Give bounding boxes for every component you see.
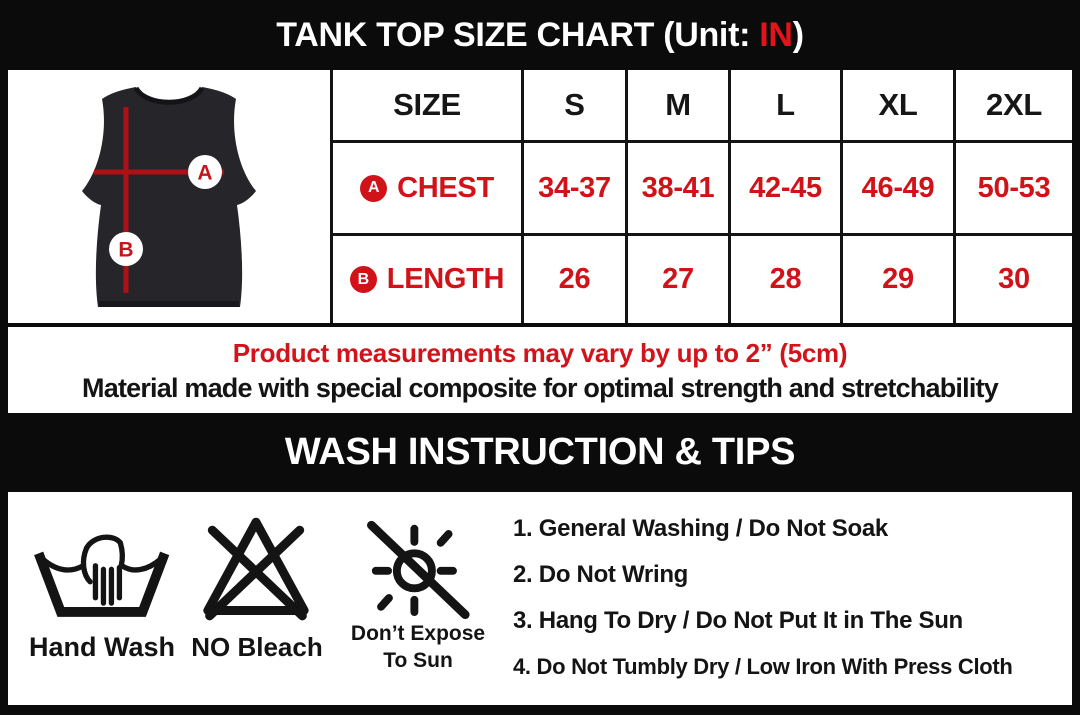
col-header-l: L: [731, 70, 840, 140]
chest-value-l: 42-45: [731, 143, 840, 233]
no-bleach-icon: [203, 517, 309, 621]
chest-value-m: 38-41: [628, 143, 728, 233]
wash-section-title: WASH INSTRUCTION & TIPS: [284, 431, 796, 473]
row-label-chest: A CHEST: [333, 143, 521, 233]
wash-tip-2: 2. Do Not Wring: [513, 561, 689, 588]
wash-tip-4: 4. Do Not Tumbly Dry / Low Iron With Pre…: [513, 654, 1013, 679]
care-panel: Hand Wash NO Bleach Don’t Expose To Sun …: [8, 492, 1072, 705]
length-label: LENGTH: [386, 263, 505, 295]
length-value-2xl: 30: [956, 236, 1072, 323]
no-sun-label-line2: To Sun: [383, 649, 453, 672]
page-title-prefix: TANK TOP SIZE CHART (Unit:: [276, 15, 760, 54]
hand-wash-icon: [34, 534, 170, 617]
length-value-xl: 29: [843, 236, 953, 323]
chest-value-2xl: 50-53: [956, 143, 1072, 233]
tank-top-body: [82, 87, 256, 307]
wash-tip-3: 3. Hang To Dry / Do Not Put It in The Su…: [513, 607, 963, 634]
row-label-length: B LENGTH: [333, 236, 521, 323]
col-header-2xl: 2XL: [956, 70, 1072, 140]
no-sun-label: Don’t Expose To Sun: [343, 620, 493, 674]
marker-a-badge: A: [360, 174, 388, 202]
length-value-m: 27: [628, 236, 728, 323]
chest-value-xl: 46-49: [843, 143, 953, 233]
chest-label: CHEST: [397, 171, 494, 204]
col-header-size: SIZE: [333, 70, 521, 140]
length-value-s: 26: [524, 236, 625, 323]
col-header-m: M: [628, 70, 728, 140]
header-bar: TANK TOP SIZE CHART (Unit: IN): [0, 0, 1080, 70]
marker-a-letter: A: [197, 162, 212, 185]
tank-top-collar: [133, 86, 205, 105]
no-sun-icon: [367, 520, 470, 620]
notes-panel: Product measurements may vary by up to 2…: [8, 327, 1072, 413]
col-header-s: S: [524, 70, 625, 140]
tank-top-figure: A B: [8, 70, 330, 323]
page-title-suffix: ): [792, 15, 804, 54]
col-header-xl: XL: [843, 70, 953, 140]
material-note: Material made with special composite for…: [82, 373, 999, 403]
no-bleach-label: NO Bleach: [191, 632, 323, 662]
wash-tip-1: 1. General Washing / Do Not Soak: [513, 515, 888, 542]
marker-a-circle: [188, 155, 222, 189]
page-title: TANK TOP SIZE CHART (Unit: IN): [276, 15, 804, 55]
tank-top-image: A B: [82, 86, 256, 307]
tolerance-note: Product measurements may vary by up to 2…: [232, 338, 848, 368]
wash-section-bar: WASH INSTRUCTION & TIPS: [0, 413, 1080, 492]
hand-wash-label: Hand Wash: [28, 632, 175, 662]
length-value-l: 28: [731, 236, 840, 323]
wash-tips-list: 1. General Washing / Do Not Soak 2. Do N…: [513, 506, 1013, 690]
marker-b-letter: B: [118, 239, 133, 262]
size-chart-panel: A B SIZE S M L XL 2XL A CHEST 34-37 38-4…: [8, 70, 1072, 323]
marker-b-circle: [109, 232, 143, 266]
unit-label: IN: [759, 15, 793, 54]
marker-b-badge: B: [349, 266, 377, 293]
chest-value-s: 34-37: [524, 143, 625, 233]
size-chart-table: SIZE S M L XL 2XL A CHEST 34-37 38-41 42…: [330, 70, 1072, 323]
no-sun-label-line1: Don’t Expose: [350, 622, 486, 645]
